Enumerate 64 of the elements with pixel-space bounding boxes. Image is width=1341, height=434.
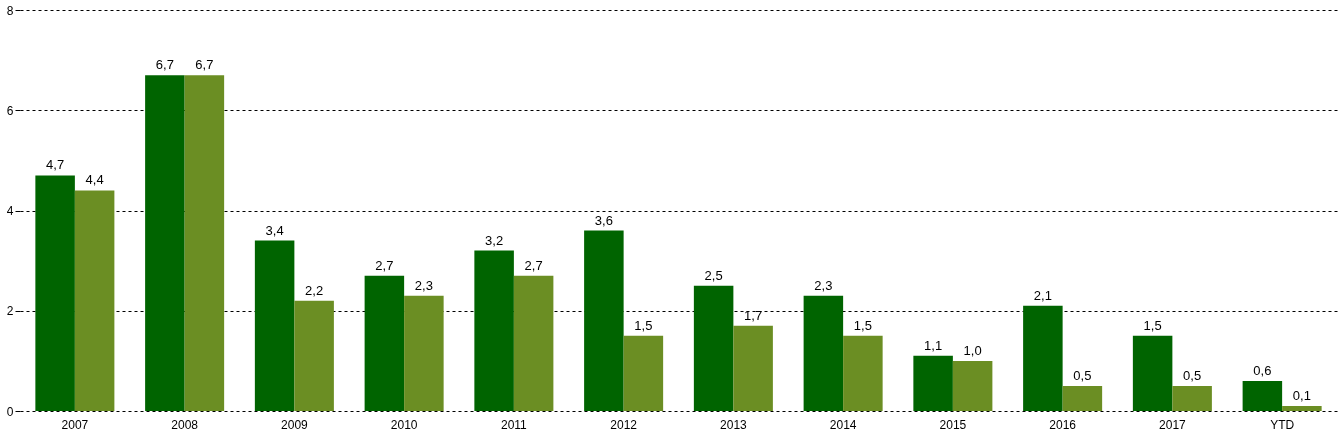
x-tick-label: 2012 (610, 417, 638, 432)
bar (1062, 385, 1103, 411)
y-tick-label: 8 (6, 3, 14, 18)
bar (584, 230, 624, 411)
bar (803, 295, 844, 411)
bar (843, 335, 883, 411)
data-label: 3,6 (594, 212, 613, 228)
data-label: 1,1 (924, 337, 943, 353)
data-label: 1,5 (853, 317, 872, 333)
data-label: 1,5 (634, 317, 653, 333)
bar (952, 360, 993, 411)
x-tick-label: 2017 (1159, 417, 1187, 432)
data-label: 1,0 (963, 342, 982, 358)
x-tick-label: 2007 (61, 417, 89, 432)
bar (623, 335, 664, 411)
data-label: 3,4 (265, 222, 284, 238)
y-tick-label: 0 (6, 404, 14, 419)
x-tick-label: YTD (1270, 417, 1295, 432)
y-tick-label: 6 (6, 103, 14, 118)
x-tick-label: 2011 (500, 417, 528, 432)
data-label: 1,5 (1143, 317, 1162, 333)
data-label: 3,2 (485, 232, 504, 248)
bar (513, 275, 554, 411)
data-label: 2,7 (524, 257, 543, 273)
data-label: 2,5 (704, 267, 723, 283)
bar (733, 325, 773, 411)
bar (254, 240, 295, 411)
bar (294, 300, 334, 411)
bar (145, 75, 185, 411)
data-label: 2,3 (414, 277, 433, 293)
x-tick-label: 2008 (171, 417, 199, 432)
bar (474, 250, 514, 411)
x-tick-label: 2013 (720, 417, 748, 432)
data-label: 0,6 (1253, 362, 1272, 378)
data-label: 2,1 (1033, 287, 1052, 303)
bar (693, 285, 734, 411)
bar (1172, 385, 1212, 411)
x-tick-label: 2009 (281, 417, 309, 432)
data-label: 4,4 (85, 172, 104, 188)
x-tick-label: 2010 (390, 417, 418, 432)
data-label: 0,5 (1073, 367, 1092, 383)
y-tick-label: 2 (6, 304, 14, 319)
bar (35, 175, 75, 411)
data-label: 6,7 (195, 57, 214, 73)
data-label: 2,7 (375, 257, 394, 273)
bar (74, 190, 115, 411)
bar (364, 275, 405, 411)
bar (1282, 405, 1322, 411)
bar (404, 295, 444, 411)
bar (1023, 305, 1063, 411)
data-label: 6,7 (155, 57, 174, 73)
x-tick-label: 2015 (939, 417, 967, 432)
y-tick-label: 4 (6, 204, 14, 218)
bar (913, 355, 953, 411)
bar (1132, 335, 1173, 411)
data-label: 2,3 (814, 277, 833, 293)
data-label: 2,2 (305, 282, 324, 298)
x-tick-label: 2014 (829, 417, 857, 432)
data-label: 0,5 (1183, 367, 1202, 383)
data-label: 4,7 (46, 157, 65, 173)
bar (184, 75, 225, 411)
bar (1242, 380, 1283, 411)
x-tick-label: 2016 (1049, 417, 1077, 432)
data-label: 0,1 (1292, 387, 1311, 403)
